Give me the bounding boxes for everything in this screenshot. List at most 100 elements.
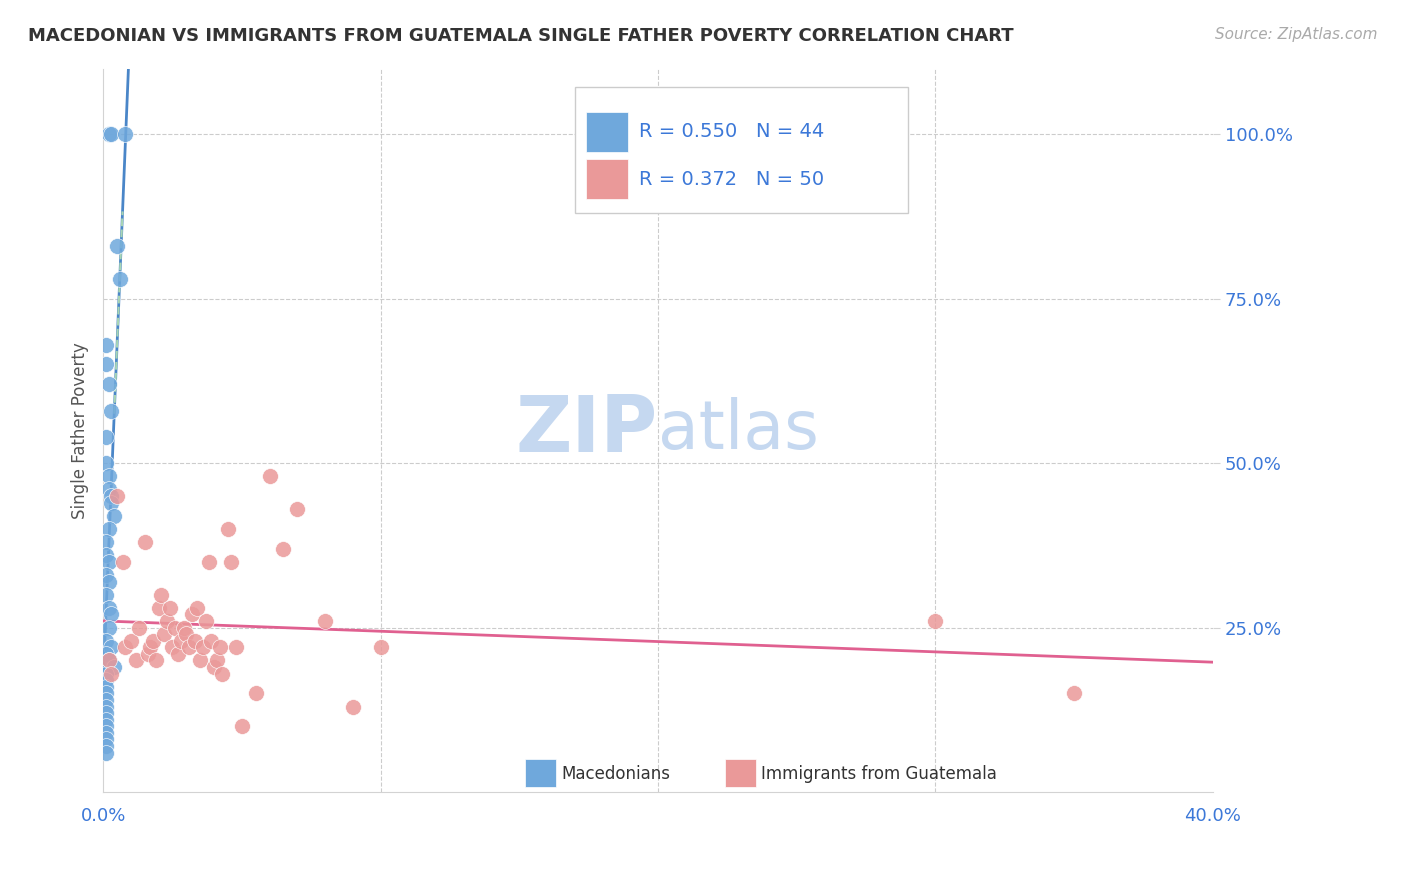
Point xyxy=(183,633,205,648)
Point xyxy=(94,746,117,760)
Point xyxy=(94,358,117,372)
Point xyxy=(94,713,117,727)
Point xyxy=(114,640,136,655)
Point xyxy=(120,633,142,648)
Point xyxy=(162,640,184,655)
Point xyxy=(245,686,267,700)
Point xyxy=(94,338,117,352)
Point xyxy=(103,660,125,674)
Point xyxy=(94,633,117,648)
Point xyxy=(100,128,122,142)
Point xyxy=(285,502,308,516)
Point xyxy=(219,555,242,569)
Point xyxy=(125,653,148,667)
Point xyxy=(108,272,131,286)
Point xyxy=(97,377,120,392)
Point xyxy=(179,640,201,655)
Point xyxy=(100,640,122,655)
Point xyxy=(136,647,159,661)
Point xyxy=(156,614,179,628)
Point xyxy=(200,633,222,648)
Point xyxy=(94,699,117,714)
Point xyxy=(97,128,120,142)
Text: ZIP: ZIP xyxy=(516,392,658,468)
Point xyxy=(94,686,117,700)
Point xyxy=(94,588,117,602)
FancyBboxPatch shape xyxy=(524,759,555,787)
Point xyxy=(170,633,193,648)
Text: R = 0.372   N = 50: R = 0.372 N = 50 xyxy=(640,169,824,189)
Text: 0.0%: 0.0% xyxy=(80,807,125,825)
Point xyxy=(105,239,128,253)
Point xyxy=(97,574,120,589)
Point xyxy=(94,726,117,740)
Text: MACEDONIAN VS IMMIGRANTS FROM GUATEMALA SINGLE FATHER POVERTY CORRELATION CHART: MACEDONIAN VS IMMIGRANTS FROM GUATEMALA … xyxy=(28,27,1014,45)
Point xyxy=(100,495,122,509)
Point xyxy=(205,653,228,667)
Text: Macedonians: Macedonians xyxy=(561,765,671,783)
Point xyxy=(94,647,117,661)
Point xyxy=(94,456,117,470)
Point xyxy=(128,621,150,635)
Point xyxy=(194,614,217,628)
Point xyxy=(94,666,117,681)
Point xyxy=(145,653,167,667)
Point xyxy=(1063,686,1085,700)
Text: R = 0.550   N = 44: R = 0.550 N = 44 xyxy=(640,122,824,141)
Point xyxy=(97,483,120,497)
Point xyxy=(208,640,231,655)
Text: atlas: atlas xyxy=(658,397,818,463)
Point xyxy=(103,508,125,523)
Point xyxy=(139,640,162,655)
Point xyxy=(180,607,202,622)
Point xyxy=(370,640,392,655)
Point xyxy=(97,621,120,635)
Point xyxy=(97,653,120,667)
Point xyxy=(97,522,120,536)
Point xyxy=(100,666,122,681)
Point xyxy=(342,699,364,714)
Point xyxy=(231,719,253,733)
Point xyxy=(100,403,122,417)
Point xyxy=(134,535,156,549)
Point xyxy=(924,614,946,628)
Point xyxy=(111,555,134,569)
Text: Immigrants from Guatemala: Immigrants from Guatemala xyxy=(761,765,997,783)
Point xyxy=(94,719,117,733)
Point xyxy=(191,640,214,655)
Point xyxy=(188,653,211,667)
Point xyxy=(94,673,117,688)
Point xyxy=(167,647,190,661)
Point xyxy=(100,607,122,622)
Point xyxy=(225,640,247,655)
FancyBboxPatch shape xyxy=(724,759,755,787)
Point xyxy=(142,633,165,648)
Point xyxy=(259,469,281,483)
FancyBboxPatch shape xyxy=(586,112,628,152)
Point xyxy=(202,660,225,674)
Point xyxy=(94,739,117,753)
Point xyxy=(100,489,122,503)
Point xyxy=(97,469,120,483)
Text: Source: ZipAtlas.com: Source: ZipAtlas.com xyxy=(1215,27,1378,42)
Point xyxy=(105,489,128,503)
Point xyxy=(186,600,208,615)
Point xyxy=(173,621,195,635)
Point xyxy=(314,614,336,628)
Point xyxy=(97,653,120,667)
Point xyxy=(217,522,239,536)
Text: 40.0%: 40.0% xyxy=(1184,807,1241,825)
Point xyxy=(176,627,198,641)
FancyBboxPatch shape xyxy=(586,159,628,199)
Point xyxy=(97,555,120,569)
Point xyxy=(159,600,181,615)
Point xyxy=(94,706,117,720)
Point xyxy=(150,588,173,602)
Y-axis label: Single Father Poverty: Single Father Poverty xyxy=(72,342,89,518)
Point xyxy=(97,600,120,615)
Point xyxy=(94,568,117,582)
Point xyxy=(94,693,117,707)
Point xyxy=(94,548,117,562)
Point xyxy=(197,555,219,569)
Point xyxy=(165,621,187,635)
